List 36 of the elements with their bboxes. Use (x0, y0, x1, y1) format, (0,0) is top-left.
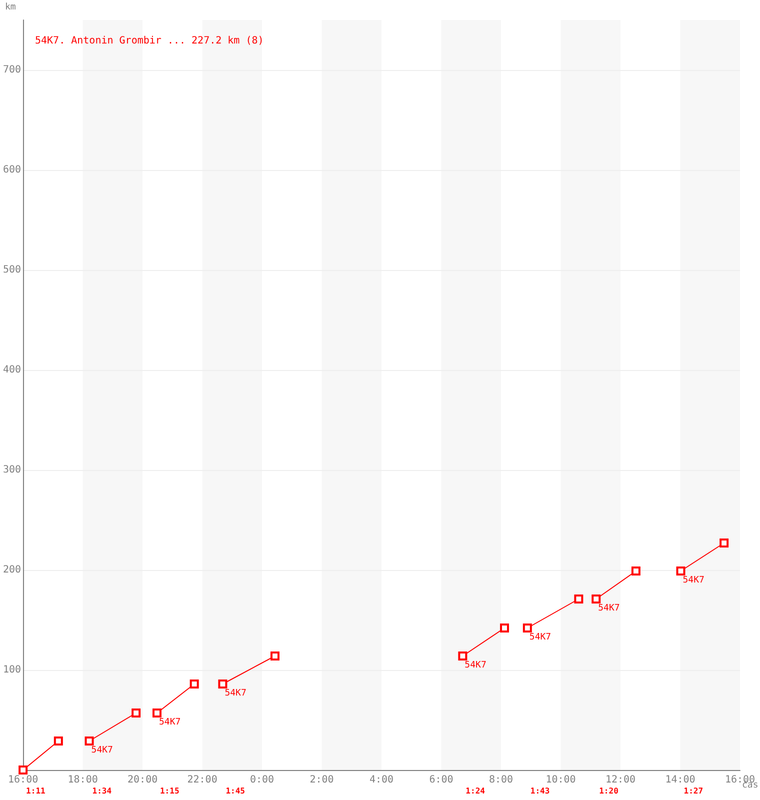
y-tick-label: 400 (3, 364, 22, 376)
text: 1:11 (26, 786, 46, 796)
x-tick-label: 14:00 (665, 774, 696, 786)
x-tick-label: 12:00 (605, 774, 636, 786)
text: 1:43 (530, 786, 550, 796)
annotation: 54K7 (224, 688, 246, 698)
annotation: 54K7 (91, 746, 113, 756)
y-tick-label: 700 (3, 64, 22, 76)
y-tick-label: 200 (3, 564, 22, 576)
x-tick-label: 4:00 (369, 774, 394, 786)
text: 1:45 (226, 786, 246, 796)
y-tick-label: 300 (3, 464, 22, 476)
text: 54K7. Antonin Grombir ... 227.2 km (8) (35, 36, 264, 46)
annotation: 54K7 (464, 660, 486, 670)
x-tick-label: 22:00 (187, 774, 218, 786)
annotation: 54K7 (598, 604, 620, 614)
annotation: 54K7 (158, 718, 181, 728)
x-tick-label: 20:00 (127, 774, 158, 786)
text: 1:34 (92, 786, 112, 796)
x-tick-label: 2:00 (310, 774, 334, 786)
y-tick-label: 600 (3, 164, 22, 176)
y-tick-label: 100 (3, 664, 22, 676)
x-tick-label: 0:00 (250, 774, 274, 786)
x-tick-label: 16:00 (8, 774, 38, 786)
text: 1:27 (684, 786, 704, 796)
y-axis-title: km (5, 2, 16, 12)
text: 1:20 (599, 786, 619, 796)
text: 1:24 (466, 786, 486, 796)
annotation: 54K7 (529, 632, 552, 642)
x-tick-label: 10:00 (546, 774, 576, 786)
x-tick-label: 6:00 (429, 774, 454, 786)
y-tick-label: 500 (3, 264, 22, 276)
x-tick-label: 18:00 (68, 774, 98, 786)
x-tick-label: 8:00 (488, 774, 514, 786)
annotation: 54K7 (682, 576, 704, 586)
text: 1:15 (160, 786, 180, 796)
